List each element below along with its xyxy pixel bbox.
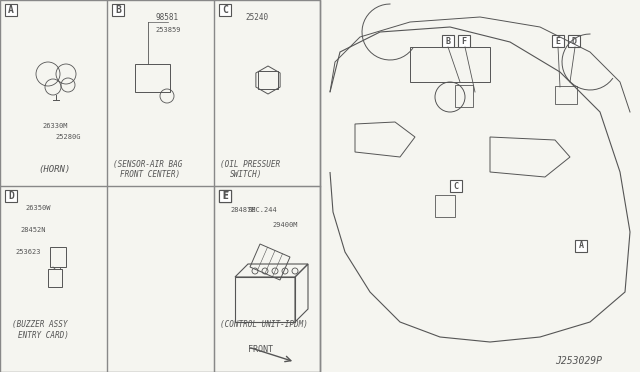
Bar bbox=[219, 190, 231, 202]
Text: F: F bbox=[461, 36, 467, 45]
Bar bbox=[219, 190, 231, 202]
Bar bbox=[455, 85, 473, 107]
Text: B: B bbox=[115, 5, 121, 15]
Bar bbox=[214, 186, 320, 372]
Bar bbox=[219, 190, 231, 202]
Bar bbox=[555, 86, 577, 104]
Text: D: D bbox=[8, 191, 14, 201]
Bar bbox=[458, 35, 470, 47]
Text: (BUZZER ASSY: (BUZZER ASSY bbox=[12, 320, 67, 329]
Text: J253029P: J253029P bbox=[555, 356, 602, 366]
Text: 25240: 25240 bbox=[245, 13, 268, 22]
Bar bbox=[552, 35, 564, 47]
Text: E: E bbox=[222, 191, 228, 201]
Text: 25280G: 25280G bbox=[55, 134, 81, 140]
Text: FRONT CENTER): FRONT CENTER) bbox=[120, 170, 180, 179]
Text: C: C bbox=[222, 5, 228, 15]
Text: A: A bbox=[8, 5, 14, 15]
Bar bbox=[235, 277, 295, 322]
Text: (OIL PRESSUER: (OIL PRESSUER bbox=[220, 160, 280, 169]
Text: (CONTROL UNIT-IPDM): (CONTROL UNIT-IPDM) bbox=[220, 320, 308, 329]
Text: 28452N: 28452N bbox=[20, 227, 45, 233]
Bar bbox=[410, 47, 490, 82]
Bar bbox=[112, 4, 124, 16]
Bar bbox=[442, 35, 454, 47]
Text: FRONT: FRONT bbox=[248, 345, 273, 354]
Text: C: C bbox=[454, 182, 458, 190]
Text: 26350W: 26350W bbox=[25, 205, 51, 211]
Bar bbox=[50, 247, 66, 267]
Text: SWITCH): SWITCH) bbox=[230, 170, 262, 179]
Text: A: A bbox=[579, 241, 584, 250]
Bar bbox=[5, 190, 17, 202]
Text: 28487M: 28487M bbox=[230, 207, 255, 213]
Text: F: F bbox=[222, 191, 228, 201]
Text: 26330M: 26330M bbox=[42, 123, 67, 129]
Text: E: E bbox=[556, 36, 561, 45]
Bar bbox=[575, 240, 587, 252]
Text: (HORN): (HORN) bbox=[38, 165, 70, 174]
Text: F: F bbox=[222, 191, 228, 201]
Text: ENTRY CARD): ENTRY CARD) bbox=[18, 331, 69, 340]
Bar bbox=[219, 4, 231, 16]
Text: 253623: 253623 bbox=[15, 249, 40, 255]
Text: SEC.244: SEC.244 bbox=[248, 207, 278, 213]
Text: 29400M: 29400M bbox=[272, 222, 298, 228]
Bar bbox=[568, 35, 580, 47]
Bar bbox=[5, 4, 17, 16]
Bar bbox=[450, 180, 462, 192]
Bar bbox=[135, 64, 170, 92]
Bar bbox=[435, 195, 455, 217]
Text: (SENSOR-AIR BAG: (SENSOR-AIR BAG bbox=[113, 160, 182, 169]
Bar bbox=[48, 269, 62, 287]
Bar bbox=[0, 0, 320, 372]
Text: 98581: 98581 bbox=[155, 13, 178, 22]
Text: B: B bbox=[445, 36, 451, 45]
Text: 253859: 253859 bbox=[155, 27, 180, 33]
Bar bbox=[258, 71, 278, 89]
Text: D: D bbox=[572, 36, 577, 45]
